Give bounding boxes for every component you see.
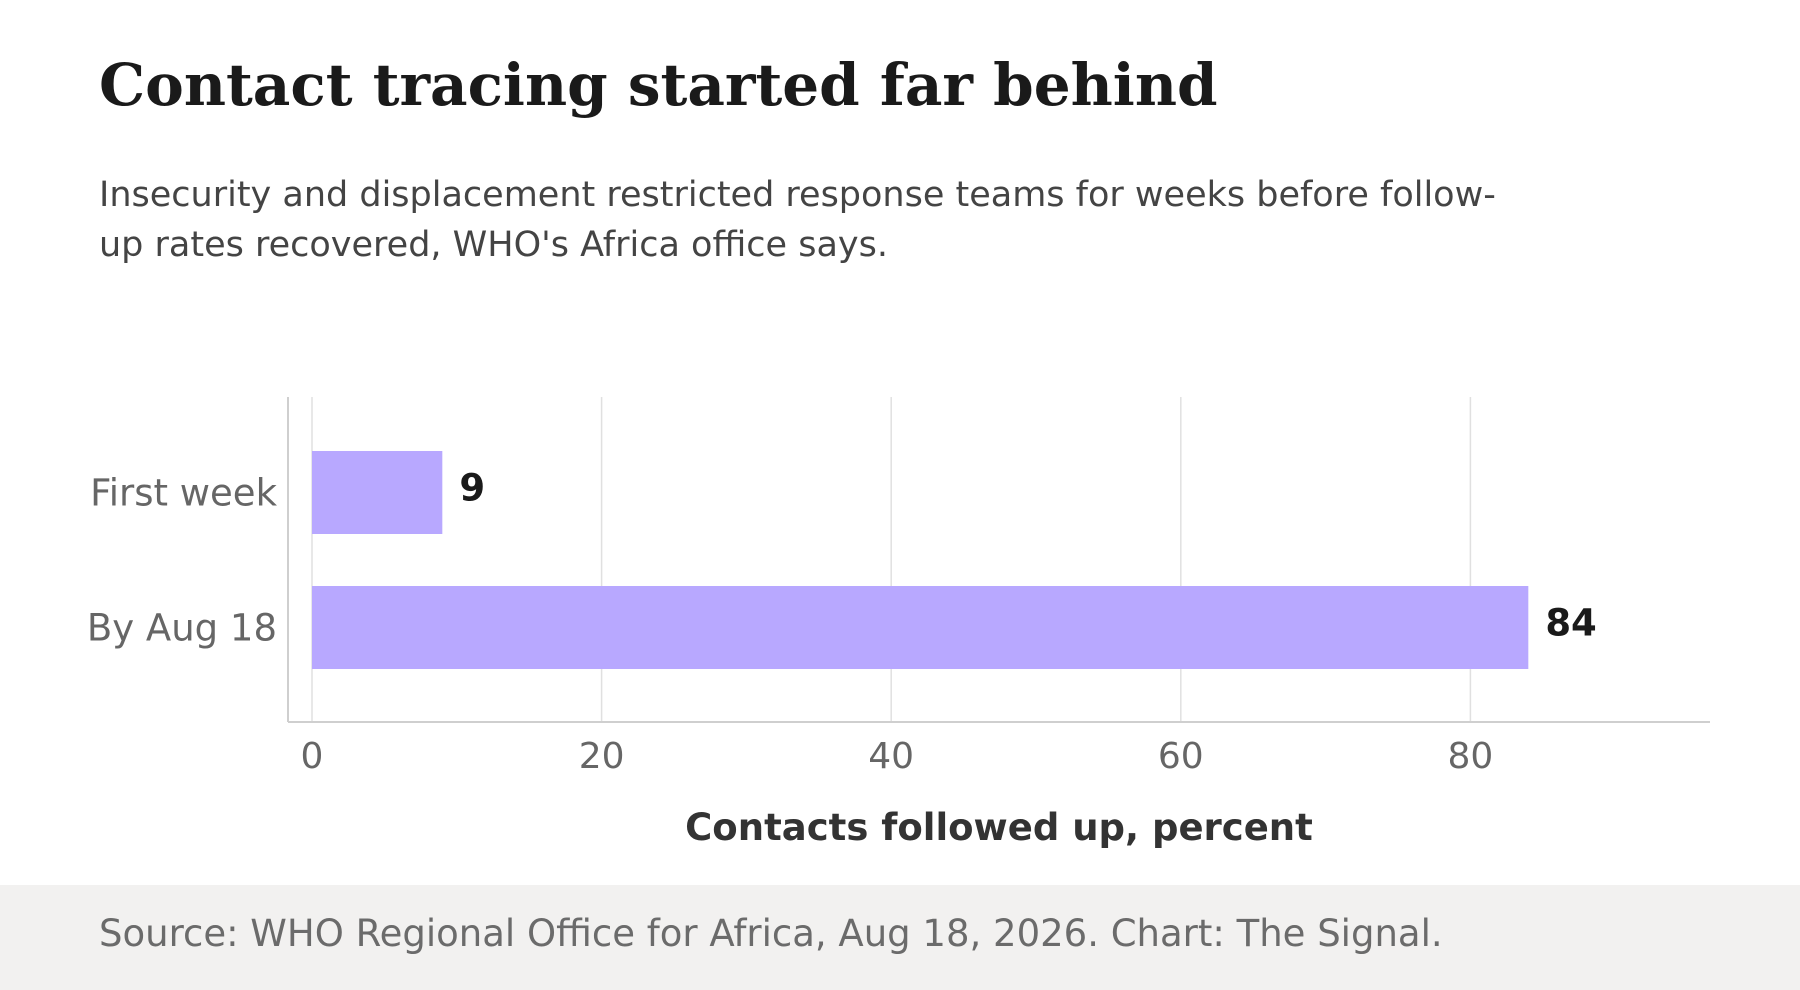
label-layer: 0 20 40 60 80 First week 9 By Aug 18 84 Contacts … [87,467,1597,850]
bar-chart: 0 20 40 60 80 First week 9 By Aug 18 84 Contacts … [87,397,1710,850]
value-label: 84 [1545,602,1597,645]
bar[interactable] [312,586,1529,669]
source-note: Source: WHO Regional Office for Africa, … [99,912,1443,955]
axis-layer [287,397,1710,723]
x-tick-label: 60 [1158,736,1204,777]
footer-band [0,885,1800,990]
category-label: First week [90,472,277,515]
category-label: By Aug 18 [87,607,277,650]
grid-layer [311,397,1472,722]
x-tick-label: 20 [579,736,625,777]
chart-subtitle: Insecurity and displacement restricted r… [99,175,1496,265]
value-label: 9 [459,467,485,510]
bar[interactable] [312,451,443,534]
x-tick-label: 40 [868,736,914,777]
x-tick-label: 0 [301,736,324,777]
x-tick-label: 80 [1447,736,1493,777]
bar-layer [312,451,1529,669]
x-axis-title: Contacts followed up, percent [685,806,1313,849]
chart-title: Contact tracing started far behind [99,51,1218,119]
